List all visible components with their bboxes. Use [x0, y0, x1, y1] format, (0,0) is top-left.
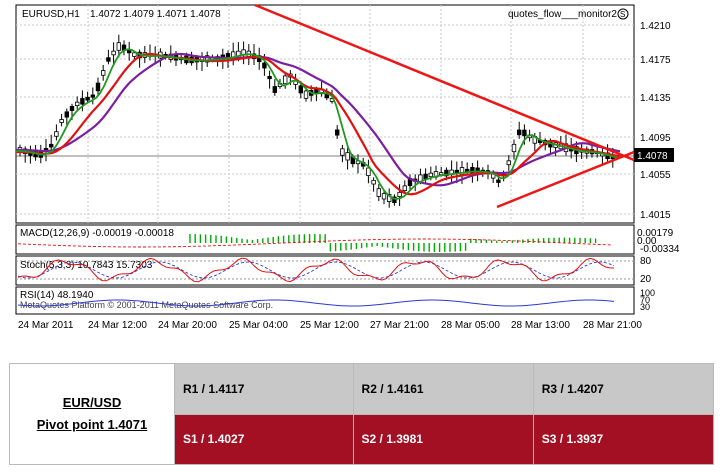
time-tick: 24 Mar 20:00	[158, 320, 217, 331]
time-tick: 25 Mar 12:00	[300, 320, 359, 331]
rsi-tick: 100	[640, 288, 655, 298]
rsi-tick: 70	[640, 295, 650, 305]
indicator-icon-glyph: S	[620, 10, 625, 19]
price-tick: 1.4210	[640, 21, 671, 32]
current-price-label: 1.4078	[637, 151, 668, 162]
time-tick: 28 Mar 05:00	[441, 320, 500, 331]
time-tick: 25 Mar 04:00	[229, 320, 288, 331]
time-tick: 28 Mar 21:00	[583, 320, 642, 331]
pivot-table: EUR/USD Pivot point 1.4071 R1 / 1.4117 R…	[9, 363, 715, 465]
price-tick: 1.4015	[640, 210, 671, 221]
stoch-tick: 80	[640, 256, 652, 267]
rsi-tick: 30	[640, 302, 650, 312]
support-s1: S1 / 1.4027	[174, 413, 354, 465]
resistance-r2: R2 / 1.4161	[352, 363, 534, 415]
rsi-line	[17, 299, 615, 307]
resistance-trendline[interactable]	[254, 3, 635, 162]
time-tick: 27 Mar 21:00	[370, 320, 429, 331]
chart-ohlc: 1.4072 1.4079 1.4071 1.4078	[90, 9, 221, 20]
main-grid	[16, 5, 634, 223]
pivot-pair-cell: EUR/USD Pivot point 1.4071	[9, 363, 175, 465]
indicator-icon[interactable]	[617, 8, 629, 20]
price-tick: 1.4175	[640, 55, 671, 66]
macd-label: MACD(12,26,9) -0.00019 -0.00018	[20, 228, 174, 239]
rsi-label: RSI(14) 48.1940	[20, 290, 94, 301]
copyright-text: MetaQuotes Platform © 2001-2011 MetaQuot…	[20, 300, 273, 310]
support-s3: S3 / 1.3937	[532, 413, 715, 465]
time-tick: 24 Mar 12:00	[88, 320, 147, 331]
macd-signal-line	[17, 238, 613, 248]
stoch-signal-line	[17, 261, 615, 279]
macd-tick: -0.00334	[640, 244, 680, 255]
ma-fast-line	[16, 48, 621, 200]
indicator-name: quotes_flow___monitor2	[508, 9, 617, 20]
stoch-main-line	[17, 257, 615, 283]
currency-pair: EUR/USD	[62, 395, 122, 410]
resistance-r1: R1 / 1.4117	[174, 363, 354, 415]
resistance-r3: R3 / 1.4207	[532, 363, 715, 415]
support-trendline[interactable]	[496, 150, 635, 209]
macd-tick: 0.00	[637, 236, 657, 247]
time-tick: 24 Mar 2011	[18, 320, 74, 331]
price-tick: 1.4055	[640, 170, 671, 181]
macd-histogram	[189, 234, 597, 252]
price-chart[interactable]: 1.4210 1.4175 1.4135 1.4095 1.4055 1.401…	[0, 0, 723, 338]
time-tick: 28 Mar 13:00	[511, 320, 570, 331]
macd-tick: 0.00179	[637, 228, 674, 239]
price-tick: 1.4095	[640, 133, 671, 144]
ma-mid-line	[16, 52, 621, 196]
time-axis: 24 Mar 2011 24 Mar 12:00 24 Mar 20:00 25…	[18, 320, 642, 331]
chart-symbol: EURUSD,H1	[22, 9, 80, 20]
price-tick: 1.4135	[640, 93, 671, 104]
stoch-tick: 20	[640, 274, 652, 285]
support-s2: S2 / 1.3981	[352, 413, 534, 465]
pivot-point: Pivot point 1.4071	[36, 417, 148, 432]
current-price-badge	[634, 148, 674, 162]
